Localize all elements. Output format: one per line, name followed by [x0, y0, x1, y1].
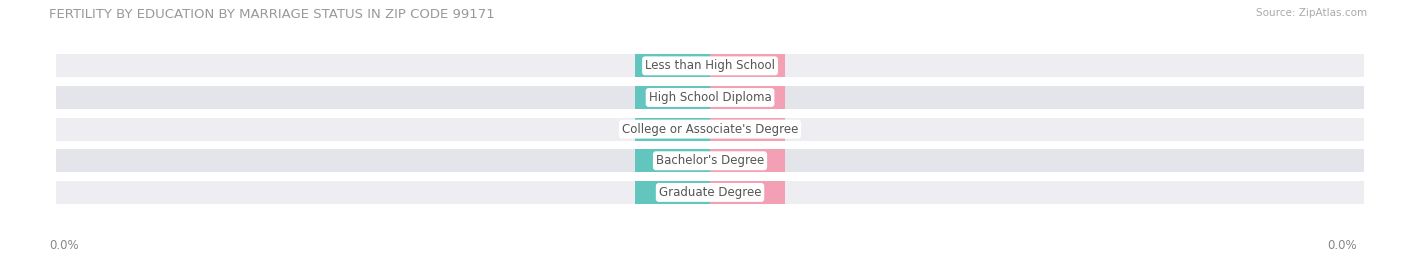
Text: College or Associate's Degree: College or Associate's Degree — [621, 123, 799, 136]
Text: 0.0%: 0.0% — [733, 61, 762, 71]
Legend: Married, Unmarried: Married, Unmarried — [630, 266, 790, 269]
Text: Source: ZipAtlas.com: Source: ZipAtlas.com — [1256, 8, 1367, 18]
Text: Graduate Degree: Graduate Degree — [659, 186, 761, 199]
Bar — [56, 54, 1364, 77]
Bar — [56, 86, 1364, 109]
Text: 0.0%: 0.0% — [658, 93, 688, 102]
Text: 0.0%: 0.0% — [733, 93, 762, 102]
Text: 0.0%: 0.0% — [1327, 239, 1357, 252]
Text: 0.0%: 0.0% — [733, 124, 762, 134]
Bar — [636, 86, 710, 109]
Bar — [636, 181, 710, 204]
Bar — [710, 118, 785, 140]
Bar — [56, 149, 1364, 172]
Text: 0.0%: 0.0% — [733, 156, 762, 166]
Text: 0.0%: 0.0% — [733, 187, 762, 197]
Bar — [56, 181, 1364, 204]
Bar — [710, 181, 785, 204]
Text: 0.0%: 0.0% — [658, 61, 688, 71]
Text: Less than High School: Less than High School — [645, 59, 775, 72]
Bar — [56, 118, 1364, 140]
Text: 0.0%: 0.0% — [658, 124, 688, 134]
Text: 0.0%: 0.0% — [658, 187, 688, 197]
Bar — [710, 86, 785, 109]
Text: FERTILITY BY EDUCATION BY MARRIAGE STATUS IN ZIP CODE 99171: FERTILITY BY EDUCATION BY MARRIAGE STATU… — [49, 8, 495, 21]
Bar — [636, 54, 710, 77]
Bar — [710, 54, 785, 77]
Bar — [636, 118, 710, 140]
Text: Bachelor's Degree: Bachelor's Degree — [657, 154, 763, 167]
Bar — [710, 149, 785, 172]
Text: High School Diploma: High School Diploma — [648, 91, 772, 104]
Text: 0.0%: 0.0% — [658, 156, 688, 166]
Bar — [636, 149, 710, 172]
Text: 0.0%: 0.0% — [49, 239, 79, 252]
